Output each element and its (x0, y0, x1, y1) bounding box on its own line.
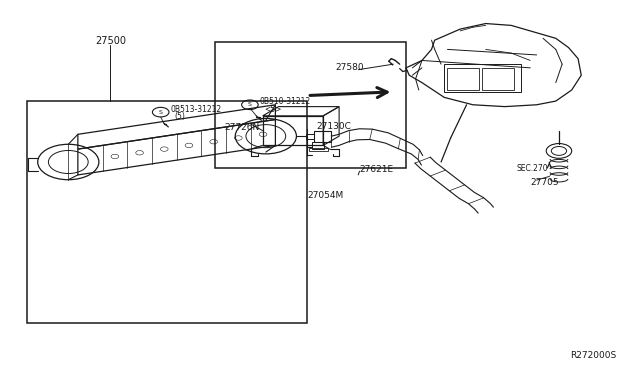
Text: 27621E: 27621E (360, 165, 394, 174)
Bar (444, 64, 521, 92)
Text: SEC.270: SEC.270 (516, 164, 548, 173)
Bar (314, 131, 332, 142)
Text: S: S (159, 110, 163, 115)
Bar (306, 134, 314, 139)
Bar (262, 116, 323, 145)
Bar (483, 68, 515, 90)
Text: (5): (5) (175, 112, 186, 121)
Text: S: S (248, 102, 252, 107)
Bar (308, 148, 328, 151)
Text: R272000S: R272000S (570, 351, 616, 360)
Text: 27726N: 27726N (225, 123, 260, 132)
Bar (215, 42, 406, 167)
Text: 27500: 27500 (96, 36, 127, 46)
Text: <5>: <5> (264, 105, 282, 114)
Bar (447, 68, 479, 90)
Text: 27705: 27705 (531, 178, 559, 187)
Text: 27054M: 27054M (307, 191, 344, 200)
Text: 0B510-31212: 0B510-31212 (259, 97, 310, 106)
Bar (312, 142, 324, 149)
Bar (27, 101, 307, 323)
Text: 0B513-31212: 0B513-31212 (170, 105, 221, 114)
Text: 27580: 27580 (335, 63, 364, 72)
Text: 27130C: 27130C (316, 122, 351, 131)
